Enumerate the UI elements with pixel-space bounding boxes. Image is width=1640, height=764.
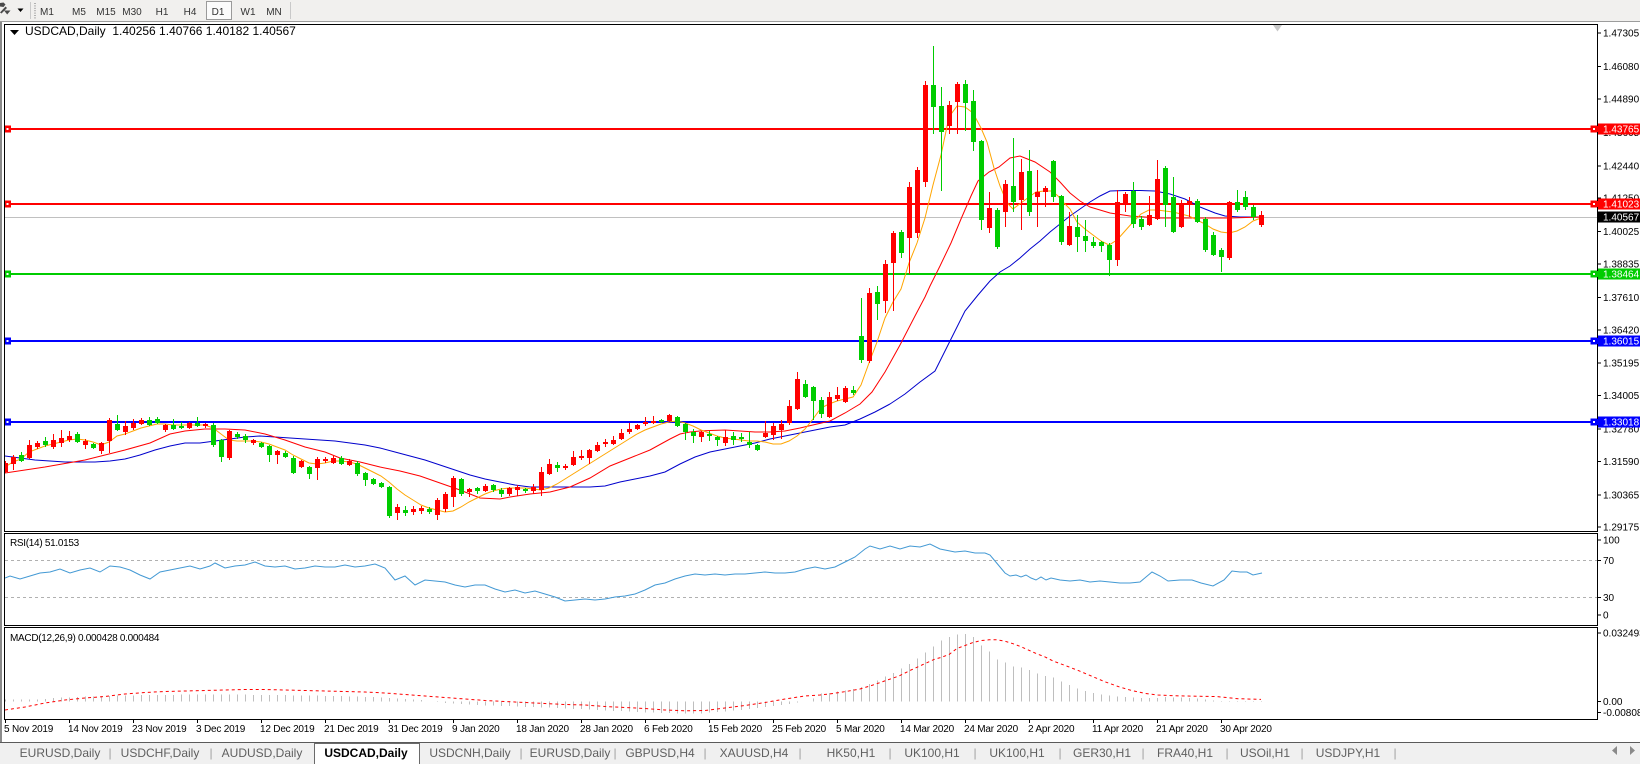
svg-text:HK50,H1: HK50,H1 [827,746,876,760]
svg-text:M1: M1 [40,7,54,18]
svg-text:1.31590: 1.31590 [1603,457,1640,468]
svg-text:|: | [519,746,522,760]
svg-text:-0.008086: -0.008086 [1603,708,1640,719]
svg-text:1.44890: 1.44890 [1603,95,1640,106]
svg-text:USOil,H1: USOil,H1 [1240,746,1290,760]
svg-text:XAUUSD,H4: XAUUSD,H4 [720,746,789,760]
svg-text:MN: MN [266,7,282,18]
svg-text:|: | [1300,746,1303,760]
svg-text:D1: D1 [212,7,225,18]
svg-text:21 Apr 2020: 21 Apr 2020 [1156,724,1208,735]
svg-text:|: | [888,746,891,760]
svg-text:9 Jan 2020: 9 Jan 2020 [452,724,500,735]
svg-text:1.38835: 1.38835 [1603,260,1640,271]
svg-text:6 Feb 2020: 6 Feb 2020 [644,724,693,735]
svg-text:28 Jan 2020: 28 Jan 2020 [580,724,633,735]
svg-text:AUDUSD,Daily: AUDUSD,Daily [222,746,303,760]
svg-text:EURUSD,Daily: EURUSD,Daily [530,746,611,760]
svg-text:14 Mar 2020: 14 Mar 2020 [900,724,955,735]
svg-text:12 Dec 2019: 12 Dec 2019 [260,724,315,735]
svg-text:11 Apr 2020: 11 Apr 2020 [1092,724,1144,735]
svg-text:USDCAD,Daily 1.40256 1.40766: USDCAD,Daily 1.40256 1.40766 1.40182 1.4… [25,24,296,38]
svg-text:3 Dec 2019: 3 Dec 2019 [196,724,246,735]
svg-text:UK100,H1: UK100,H1 [989,746,1045,760]
svg-text:1.42440: 1.42440 [1603,161,1640,172]
svg-text:|: | [703,746,706,760]
svg-text:30 Apr 2020: 30 Apr 2020 [1220,724,1272,735]
svg-text:|: | [108,746,111,760]
svg-text:1.36420: 1.36420 [1603,325,1640,336]
svg-text:1.32780: 1.32780 [1603,425,1640,436]
svg-text:1.30365: 1.30365 [1603,490,1640,501]
svg-text:2 Apr 2020: 2 Apr 2020 [1028,724,1075,735]
svg-text:24 Mar 2020: 24 Mar 2020 [964,724,1019,735]
svg-text:RSI(14) 51.0153: RSI(14) 51.0153 [10,538,80,549]
svg-text:0.00: 0.00 [1603,697,1623,708]
svg-text:|: | [209,746,212,760]
svg-text:30: 30 [1603,593,1615,604]
svg-text:31 Dec 2019: 31 Dec 2019 [388,724,443,735]
svg-text:1.41023: 1.41023 [1603,200,1640,211]
svg-text:18 Jan 2020: 18 Jan 2020 [516,724,569,735]
svg-text:1.33018: 1.33018 [1603,418,1640,429]
svg-text:1.38464: 1.38464 [1603,270,1640,281]
svg-text:|: | [1225,746,1228,760]
svg-text:USDCAD,Daily: USDCAD,Daily [324,746,408,760]
svg-text:|: | [613,746,616,760]
svg-text:USDCHF,Daily: USDCHF,Daily [121,746,200,760]
svg-text:1.43765: 1.43765 [1603,125,1640,136]
svg-text:|: | [1141,746,1144,760]
svg-text:GBPUSD,H4: GBPUSD,H4 [625,746,695,760]
svg-text:1.37610: 1.37610 [1603,293,1640,304]
svg-text:|: | [1058,746,1061,760]
svg-text:5 Mar 2020: 5 Mar 2020 [836,724,885,735]
svg-text:W1: W1 [241,7,256,18]
svg-text:H1: H1 [156,7,169,18]
svg-text:23 Nov 2019: 23 Nov 2019 [132,724,187,735]
svg-text:25 Feb 2020: 25 Feb 2020 [772,724,827,735]
svg-text:EURUSD,Daily: EURUSD,Daily [20,746,101,760]
svg-text:GER30,H1: GER30,H1 [1073,746,1131,760]
svg-text:21 Dec 2019: 21 Dec 2019 [324,724,379,735]
svg-text:1.34005: 1.34005 [1603,391,1640,402]
svg-text:UK100,H1: UK100,H1 [904,746,960,760]
svg-text:0: 0 [1603,611,1609,622]
svg-text:1.46080: 1.46080 [1603,62,1640,73]
svg-text:|: | [973,746,976,760]
svg-text:14 Nov 2019: 14 Nov 2019 [68,724,123,735]
svg-text:1.47305: 1.47305 [1603,29,1640,40]
svg-text:M5: M5 [72,7,86,18]
svg-text:1.40025: 1.40025 [1603,227,1640,238]
svg-text:1.36015: 1.36015 [1603,337,1640,348]
svg-text:15 Feb 2020: 15 Feb 2020 [708,724,763,735]
svg-text:5 Nov 2019: 5 Nov 2019 [4,724,54,735]
svg-text:100: 100 [1603,536,1620,547]
svg-text:0.032493: 0.032493 [1603,629,1640,640]
svg-text:FRA40,H1: FRA40,H1 [1157,746,1213,760]
svg-text:H4: H4 [184,7,197,18]
svg-text:|: | [1393,746,1396,760]
svg-text:|: | [798,746,801,760]
svg-text:70: 70 [1603,556,1615,567]
svg-text:1.35195: 1.35195 [1603,359,1640,370]
svg-text:M30: M30 [122,7,142,18]
svg-text:MACD(12,26,9) 0.000428 0.00048: MACD(12,26,9) 0.000428 0.000484 [10,633,160,644]
svg-text:USDCNH,Daily: USDCNH,Daily [429,746,510,760]
svg-text:1.40567: 1.40567 [1603,213,1640,224]
svg-text:M15: M15 [96,7,116,18]
svg-text:USDJPY,H1: USDJPY,H1 [1316,746,1381,760]
svg-text:1.29175: 1.29175 [1603,523,1640,534]
